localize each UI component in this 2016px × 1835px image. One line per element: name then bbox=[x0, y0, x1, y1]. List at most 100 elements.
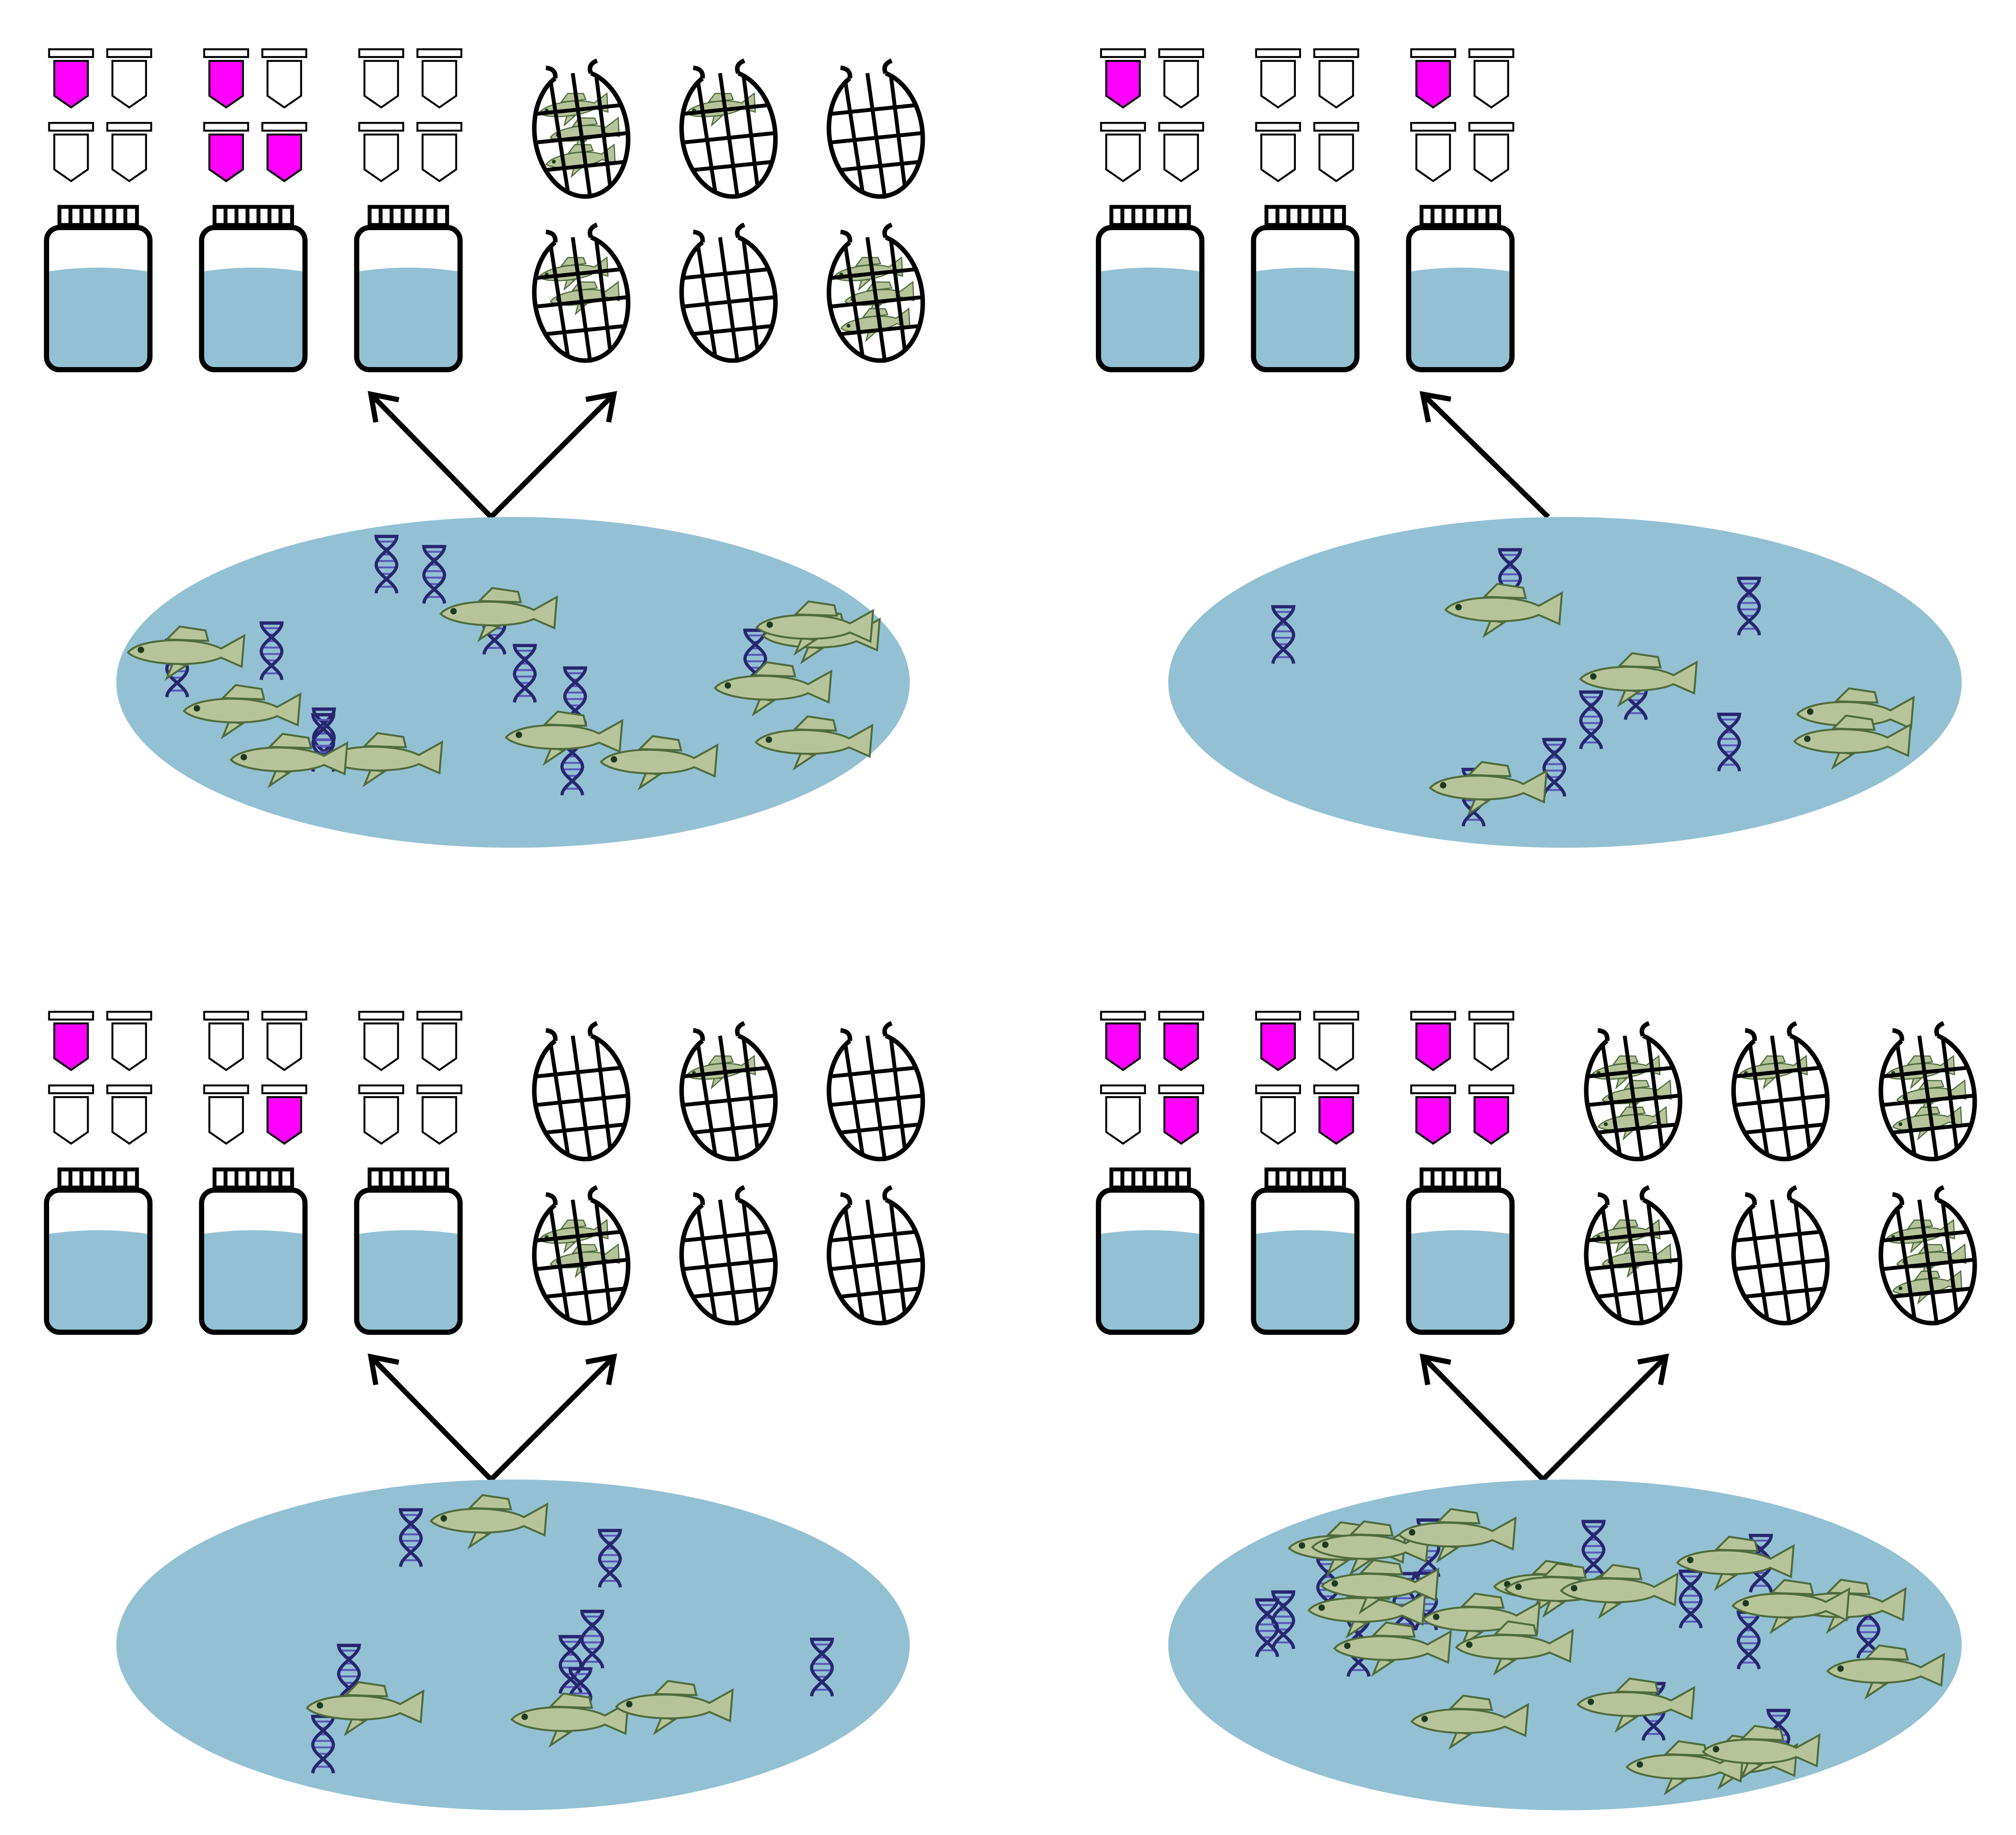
fish bbox=[1576, 1677, 1695, 1733]
tube-cap bbox=[203, 48, 250, 58]
tube-cap bbox=[1100, 122, 1146, 132]
panel bbox=[1095, 48, 1962, 848]
tube bbox=[1468, 1084, 1514, 1145]
tube-cap bbox=[1313, 48, 1359, 58]
tube-body bbox=[363, 60, 399, 109]
net-hook bbox=[840, 58, 893, 79]
net-mesh bbox=[1873, 1229, 1976, 1243]
tube-body bbox=[421, 60, 457, 109]
tube bbox=[261, 122, 307, 182]
fish-eye bbox=[846, 324, 851, 328]
dna-strand bbox=[422, 545, 446, 604]
jar bbox=[354, 205, 463, 373]
tube-body bbox=[421, 134, 457, 182]
net-mesh bbox=[530, 131, 634, 145]
tube-cap bbox=[1100, 1084, 1146, 1094]
jar-body bbox=[1095, 225, 1205, 373]
net-rim bbox=[1731, 1034, 1830, 1162]
tube-cap bbox=[416, 1084, 462, 1094]
dna bbox=[1581, 1520, 1606, 1579]
net-mesh bbox=[530, 1093, 634, 1108]
tube bbox=[48, 1011, 94, 1072]
net-rim bbox=[827, 71, 925, 199]
tube-body bbox=[53, 1022, 89, 1072]
net bbox=[821, 1185, 931, 1332]
dna-strand bbox=[1542, 738, 1567, 797]
net-hook bbox=[1892, 1185, 1945, 1206]
tube-body bbox=[208, 1022, 244, 1072]
fish-eye bbox=[1433, 1614, 1440, 1620]
fish-eye bbox=[765, 736, 772, 743]
dna bbox=[1579, 690, 1604, 749]
dna bbox=[597, 1529, 622, 1588]
tube bbox=[48, 48, 94, 109]
fish-body bbox=[1311, 1529, 1430, 1563]
fish-eye bbox=[724, 682, 731, 689]
dna-strand bbox=[1581, 1520, 1606, 1579]
fish-body bbox=[1796, 695, 1915, 730]
jar-body bbox=[1406, 1187, 1515, 1335]
dna-strand bbox=[559, 1635, 583, 1694]
net-rim bbox=[679, 71, 778, 199]
tube-body bbox=[1473, 60, 1509, 109]
fish bbox=[1320, 1559, 1439, 1615]
net bbox=[1579, 1185, 1688, 1332]
net bbox=[1726, 1021, 1836, 1168]
tube bbox=[106, 1011, 153, 1072]
fish-body bbox=[615, 1688, 734, 1723]
net-inner bbox=[1873, 1029, 1983, 1168]
net-mesh bbox=[824, 131, 928, 145]
fish bbox=[1626, 1740, 1744, 1796]
tube-cap bbox=[1313, 122, 1359, 132]
fish-body bbox=[510, 1701, 629, 1735]
tube bbox=[1410, 1084, 1456, 1145]
dna-strand bbox=[1737, 576, 1761, 636]
net-mesh bbox=[821, 102, 924, 117]
fish-body bbox=[306, 1689, 424, 1724]
tube bbox=[1100, 48, 1146, 109]
net-inner bbox=[527, 66, 637, 205]
tube-cap bbox=[1410, 122, 1456, 132]
arrow-head bbox=[585, 1353, 617, 1386]
tube bbox=[203, 122, 250, 182]
net-rim bbox=[679, 1034, 778, 1162]
arrow-shaft bbox=[1421, 1355, 1545, 1482]
fish-eye bbox=[1331, 1580, 1338, 1587]
tube-body bbox=[1318, 1096, 1354, 1145]
tube-body bbox=[1105, 60, 1141, 109]
tube-cap bbox=[1410, 1084, 1456, 1094]
tube bbox=[1410, 1011, 1456, 1072]
fish-body bbox=[429, 1502, 549, 1537]
tube bbox=[106, 1084, 153, 1145]
net-mesh bbox=[1876, 1093, 1980, 1108]
dna-strand bbox=[1271, 605, 1296, 664]
net-mesh bbox=[534, 323, 637, 337]
net-hook bbox=[1744, 1185, 1798, 1206]
dna-strand bbox=[398, 1508, 423, 1567]
panel bbox=[44, 1011, 931, 1810]
fish-body bbox=[1626, 1748, 1744, 1783]
net-mesh bbox=[1586, 1285, 1688, 1300]
arrow-shaft bbox=[489, 1355, 616, 1482]
net-hook bbox=[1892, 1021, 1945, 1041]
fish-body bbox=[504, 719, 624, 753]
net-mesh bbox=[829, 159, 931, 173]
fish bbox=[1398, 1508, 1517, 1564]
fish bbox=[1731, 1579, 1851, 1635]
dna-strand bbox=[1579, 690, 1604, 749]
tube bbox=[1100, 122, 1146, 182]
jar-water bbox=[203, 1230, 304, 1331]
net-mesh bbox=[681, 1285, 784, 1300]
fish bbox=[599, 735, 719, 791]
dna-strand bbox=[311, 1714, 335, 1774]
tube-body bbox=[208, 134, 244, 182]
jar bbox=[1095, 205, 1205, 373]
tube bbox=[1313, 1084, 1359, 1145]
net-mesh bbox=[677, 1093, 781, 1108]
tube-body bbox=[1105, 1022, 1141, 1072]
net-mesh bbox=[674, 102, 777, 117]
jar-water bbox=[1255, 1230, 1356, 1331]
net-rim bbox=[532, 235, 630, 363]
fish bbox=[615, 1680, 734, 1735]
